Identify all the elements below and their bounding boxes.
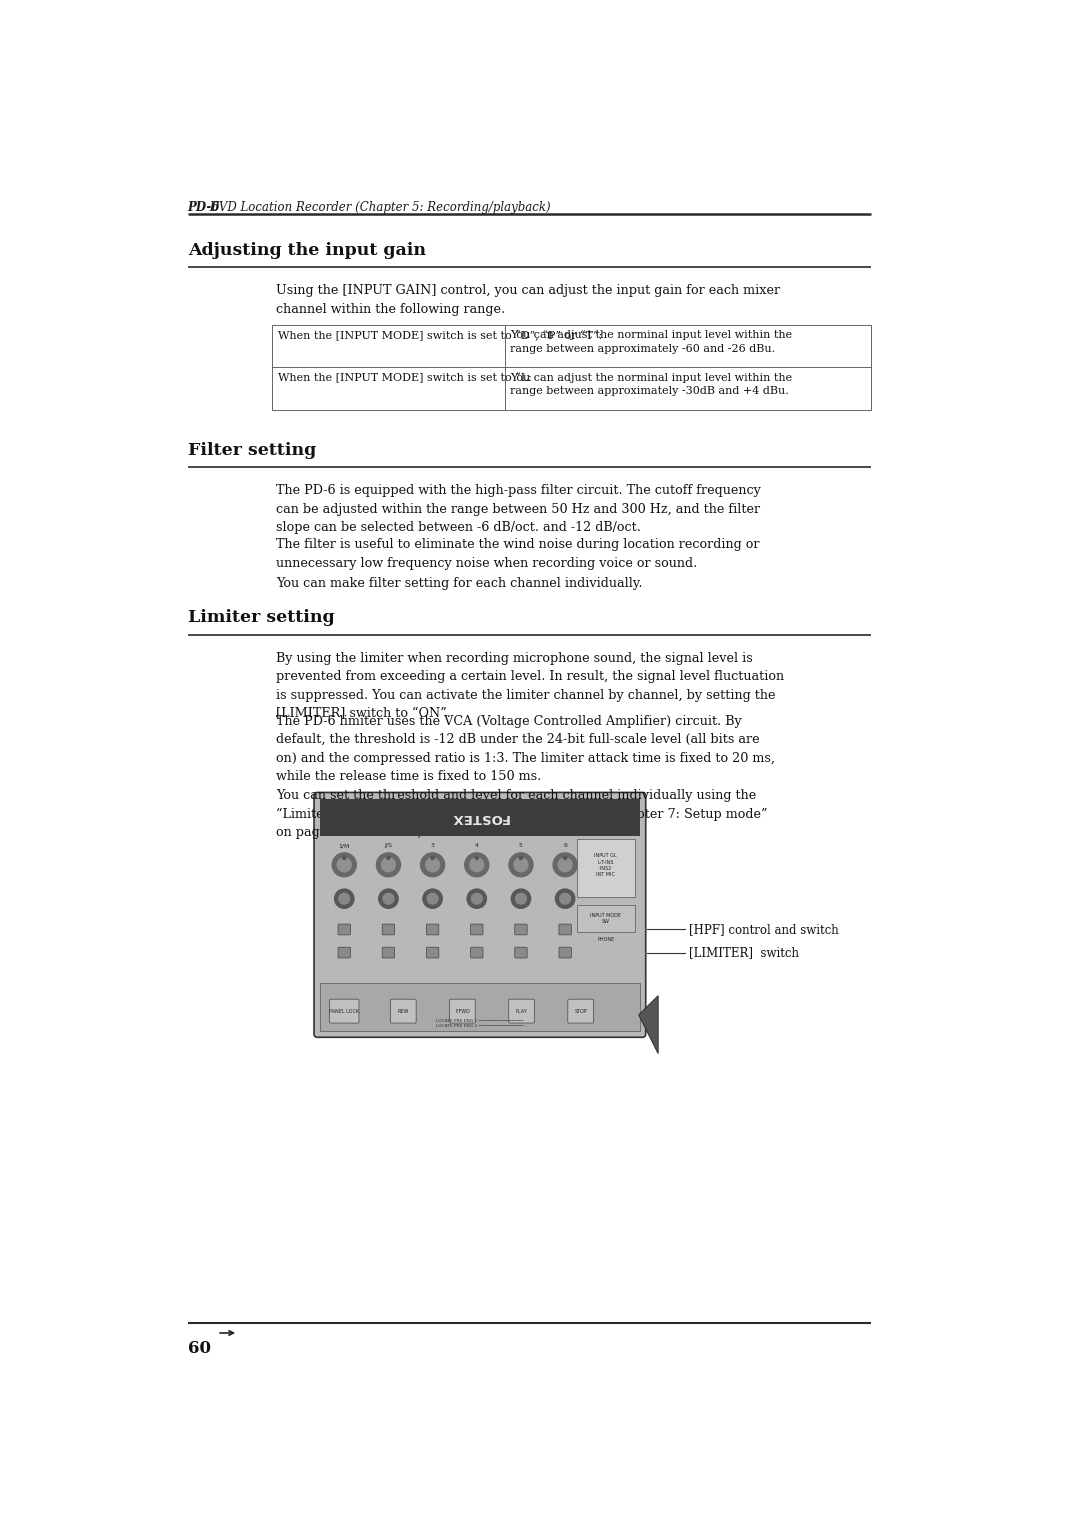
- Circle shape: [431, 856, 434, 859]
- Circle shape: [509, 853, 532, 877]
- Text: The PD-6 is equipped with the high-pass filter circuit. The cutoff frequency
can: The PD-6 is equipped with the high-pass …: [276, 484, 761, 535]
- Bar: [321, 984, 639, 1031]
- Text: FOSTEX: FOSTEX: [450, 810, 509, 824]
- Circle shape: [475, 856, 478, 859]
- Text: 1/M: 1/M: [338, 843, 350, 848]
- Circle shape: [423, 889, 443, 908]
- Circle shape: [387, 856, 390, 859]
- Text: When the [INPUT MODE] switch is set to “D”, “P” or “T”:: When the [INPUT MODE] switch is set to “…: [278, 330, 602, 341]
- FancyBboxPatch shape: [449, 999, 475, 1024]
- FancyBboxPatch shape: [471, 947, 483, 958]
- Text: Adjusting the input gain: Adjusting the input gain: [188, 241, 426, 258]
- Circle shape: [342, 856, 346, 859]
- Text: Filter setting: Filter setting: [188, 442, 316, 458]
- FancyBboxPatch shape: [559, 947, 571, 958]
- Text: [LIMITER]  switch: [LIMITER] switch: [689, 946, 799, 960]
- Circle shape: [339, 894, 350, 905]
- FancyBboxPatch shape: [427, 947, 438, 958]
- Text: By using the limiter when recording microphone sound, the signal level is
preven: By using the limiter when recording micr…: [276, 651, 784, 720]
- FancyBboxPatch shape: [427, 924, 438, 935]
- Text: Using the [INPUT GAIN] control, you can adjust the input gain for each mixer
cha: Using the [INPUT GAIN] control, you can …: [276, 284, 780, 316]
- Circle shape: [467, 889, 486, 908]
- FancyBboxPatch shape: [509, 999, 535, 1024]
- Bar: [577, 839, 635, 897]
- Text: F.FWD: F.FWD: [455, 1008, 470, 1013]
- Text: The filter is useful to eliminate the wind noise during location recording or
un: The filter is useful to eliminate the wi…: [276, 538, 759, 570]
- Text: 3: 3: [431, 843, 434, 848]
- Circle shape: [333, 853, 356, 877]
- Circle shape: [553, 853, 577, 877]
- FancyBboxPatch shape: [329, 999, 359, 1024]
- FancyBboxPatch shape: [338, 947, 350, 958]
- Text: 5: 5: [519, 843, 523, 848]
- Circle shape: [377, 853, 401, 877]
- Text: The PD-6 limiter uses the VCA (Voltage Controlled Amplifier) circuit. By
default: The PD-6 limiter uses the VCA (Voltage C…: [276, 715, 775, 839]
- FancyBboxPatch shape: [515, 924, 527, 935]
- Circle shape: [426, 857, 440, 872]
- Circle shape: [379, 889, 399, 908]
- Text: You can adjust the norminal input level within the
range between approximately -: You can adjust the norminal input level …: [510, 330, 793, 353]
- Text: INPUT GL
L-T-INS
-INS2
INT MIC: INPUT GL L-T-INS -INS2 INT MIC: [594, 853, 617, 883]
- Circle shape: [337, 857, 351, 872]
- FancyBboxPatch shape: [382, 947, 394, 958]
- Text: [HPF] control and switch: [HPF] control and switch: [689, 923, 839, 937]
- Circle shape: [511, 889, 530, 908]
- Text: 60: 60: [188, 1340, 211, 1357]
- Circle shape: [559, 894, 570, 905]
- Text: Limiter setting: Limiter setting: [188, 610, 335, 626]
- FancyBboxPatch shape: [471, 924, 483, 935]
- Text: When the [INPUT MODE] switch is set to “L:: When the [INPUT MODE] switch is set to “…: [278, 373, 531, 384]
- Circle shape: [515, 894, 526, 905]
- Circle shape: [381, 857, 395, 872]
- Circle shape: [428, 894, 438, 905]
- Bar: [577, 905, 635, 932]
- FancyBboxPatch shape: [314, 793, 646, 1038]
- Text: You can adjust the norminal input level within the
range between approximately -: You can adjust the norminal input level …: [510, 373, 793, 396]
- Text: PD-6: PD-6: [188, 202, 220, 214]
- Text: PLAY: PLAY: [515, 1008, 527, 1013]
- Text: J/S: J/S: [384, 843, 392, 848]
- Bar: [321, 799, 639, 836]
- Circle shape: [558, 857, 572, 872]
- Polygon shape: [638, 996, 658, 1053]
- Text: STOP: STOP: [575, 1008, 588, 1013]
- FancyBboxPatch shape: [568, 999, 593, 1024]
- Circle shape: [383, 894, 394, 905]
- Circle shape: [420, 853, 445, 877]
- Circle shape: [519, 856, 523, 859]
- Circle shape: [555, 889, 575, 908]
- Circle shape: [464, 853, 489, 877]
- FancyBboxPatch shape: [338, 924, 350, 935]
- Text: 4: 4: [475, 843, 478, 848]
- Circle shape: [564, 856, 567, 859]
- Text: PHONE: PHONE: [597, 937, 615, 941]
- Circle shape: [335, 889, 354, 908]
- FancyBboxPatch shape: [382, 924, 394, 935]
- FancyBboxPatch shape: [391, 999, 416, 1024]
- Text: 6: 6: [563, 843, 567, 848]
- Text: LOCATE PRE ENG 1 ─────────────────
LOCATE PRE ENG 2 ─────────────────: LOCATE PRE ENG 1 ───────────────── LOCAT…: [436, 1019, 524, 1028]
- Circle shape: [470, 857, 484, 872]
- FancyBboxPatch shape: [559, 924, 571, 935]
- Text: REW: REW: [397, 1008, 409, 1013]
- Bar: [272, 325, 872, 410]
- Text: DVD Location Recorder (Chapter 5: Recording/playback): DVD Location Recorder (Chapter 5: Record…: [206, 202, 551, 214]
- Text: You can make filter setting for each channel individually.: You can make filter setting for each cha…: [276, 578, 643, 590]
- FancyBboxPatch shape: [515, 947, 527, 958]
- Circle shape: [471, 894, 482, 905]
- Text: INPUT MODE
SW: INPUT MODE SW: [591, 912, 621, 924]
- Text: PANEL LOCK: PANEL LOCK: [329, 1008, 360, 1013]
- Circle shape: [514, 857, 528, 872]
